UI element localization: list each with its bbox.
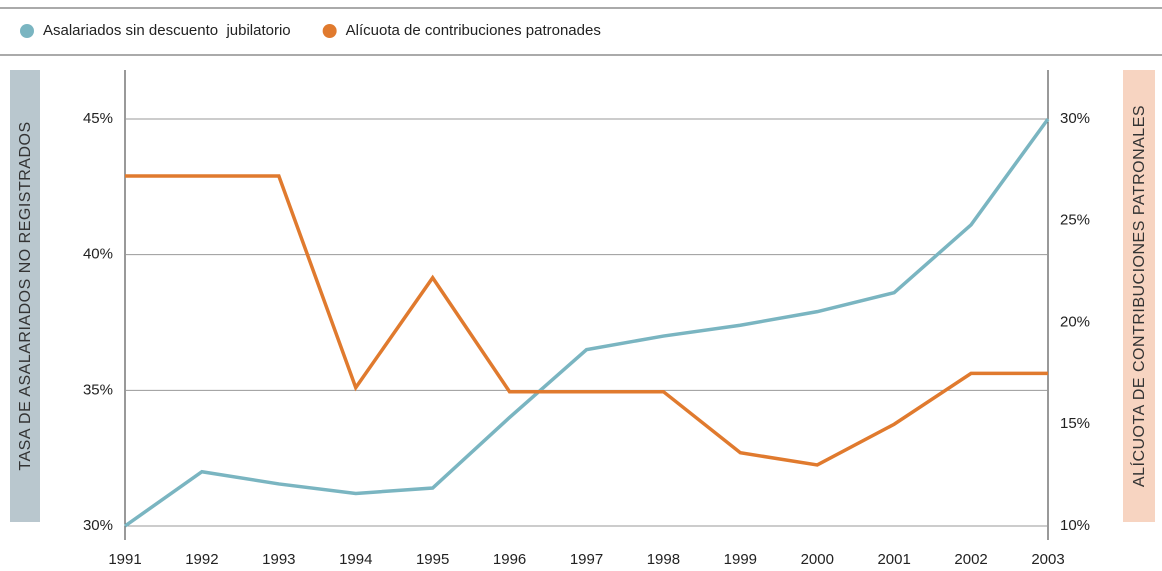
y-axis-title: TASA DE ASALARIADOS NO REGISTRADOS bbox=[17, 121, 34, 470]
legend-swatch bbox=[20, 24, 34, 38]
y2-tick-label: 30% bbox=[1060, 110, 1090, 127]
y2-tick-label: 20% bbox=[1060, 313, 1090, 330]
x-tick-label: 1991 bbox=[108, 551, 141, 568]
x-tick-label: 1998 bbox=[647, 551, 680, 568]
x-tick-label: 1999 bbox=[724, 551, 757, 568]
legend-label: Asalariados sin descuento jubilatorio bbox=[43, 22, 291, 39]
y-tick-label: 45% bbox=[83, 110, 113, 127]
legend-swatch bbox=[322, 24, 337, 38]
x-tick-label: 1992 bbox=[185, 551, 218, 568]
x-tick-label: 1996 bbox=[493, 551, 526, 568]
y2-tick-label: 10% bbox=[1060, 517, 1090, 534]
x-tick-label: 1994 bbox=[339, 551, 372, 568]
x-tick-label: 2000 bbox=[801, 551, 834, 568]
x-tick-label: 2002 bbox=[954, 551, 987, 568]
x-tick-label: 2003 bbox=[1031, 551, 1064, 568]
y2-tick-label: 15% bbox=[1060, 415, 1090, 432]
y2-axis-title-box bbox=[1123, 70, 1155, 522]
y-tick-label: 35% bbox=[83, 381, 113, 398]
y-tick-label: 40% bbox=[83, 246, 113, 263]
series-line bbox=[125, 174, 1048, 467]
series-line bbox=[123, 117, 1050, 528]
x-tick-label: 1993 bbox=[262, 551, 295, 568]
y-tick-label: 30% bbox=[83, 517, 113, 534]
legend-label: Alícuota de contribuciones patronades bbox=[346, 22, 601, 39]
y2-tick-label: 25% bbox=[1060, 212, 1090, 229]
x-tick-label: 1997 bbox=[570, 551, 603, 568]
y-axis-title-box bbox=[10, 70, 40, 522]
x-tick-label: 1995 bbox=[416, 551, 449, 568]
x-tick-label: 2001 bbox=[877, 551, 910, 568]
y2-axis-title: ALÍCUOTA DE CONTRIBUCIONES PATRONALES bbox=[1129, 105, 1148, 487]
